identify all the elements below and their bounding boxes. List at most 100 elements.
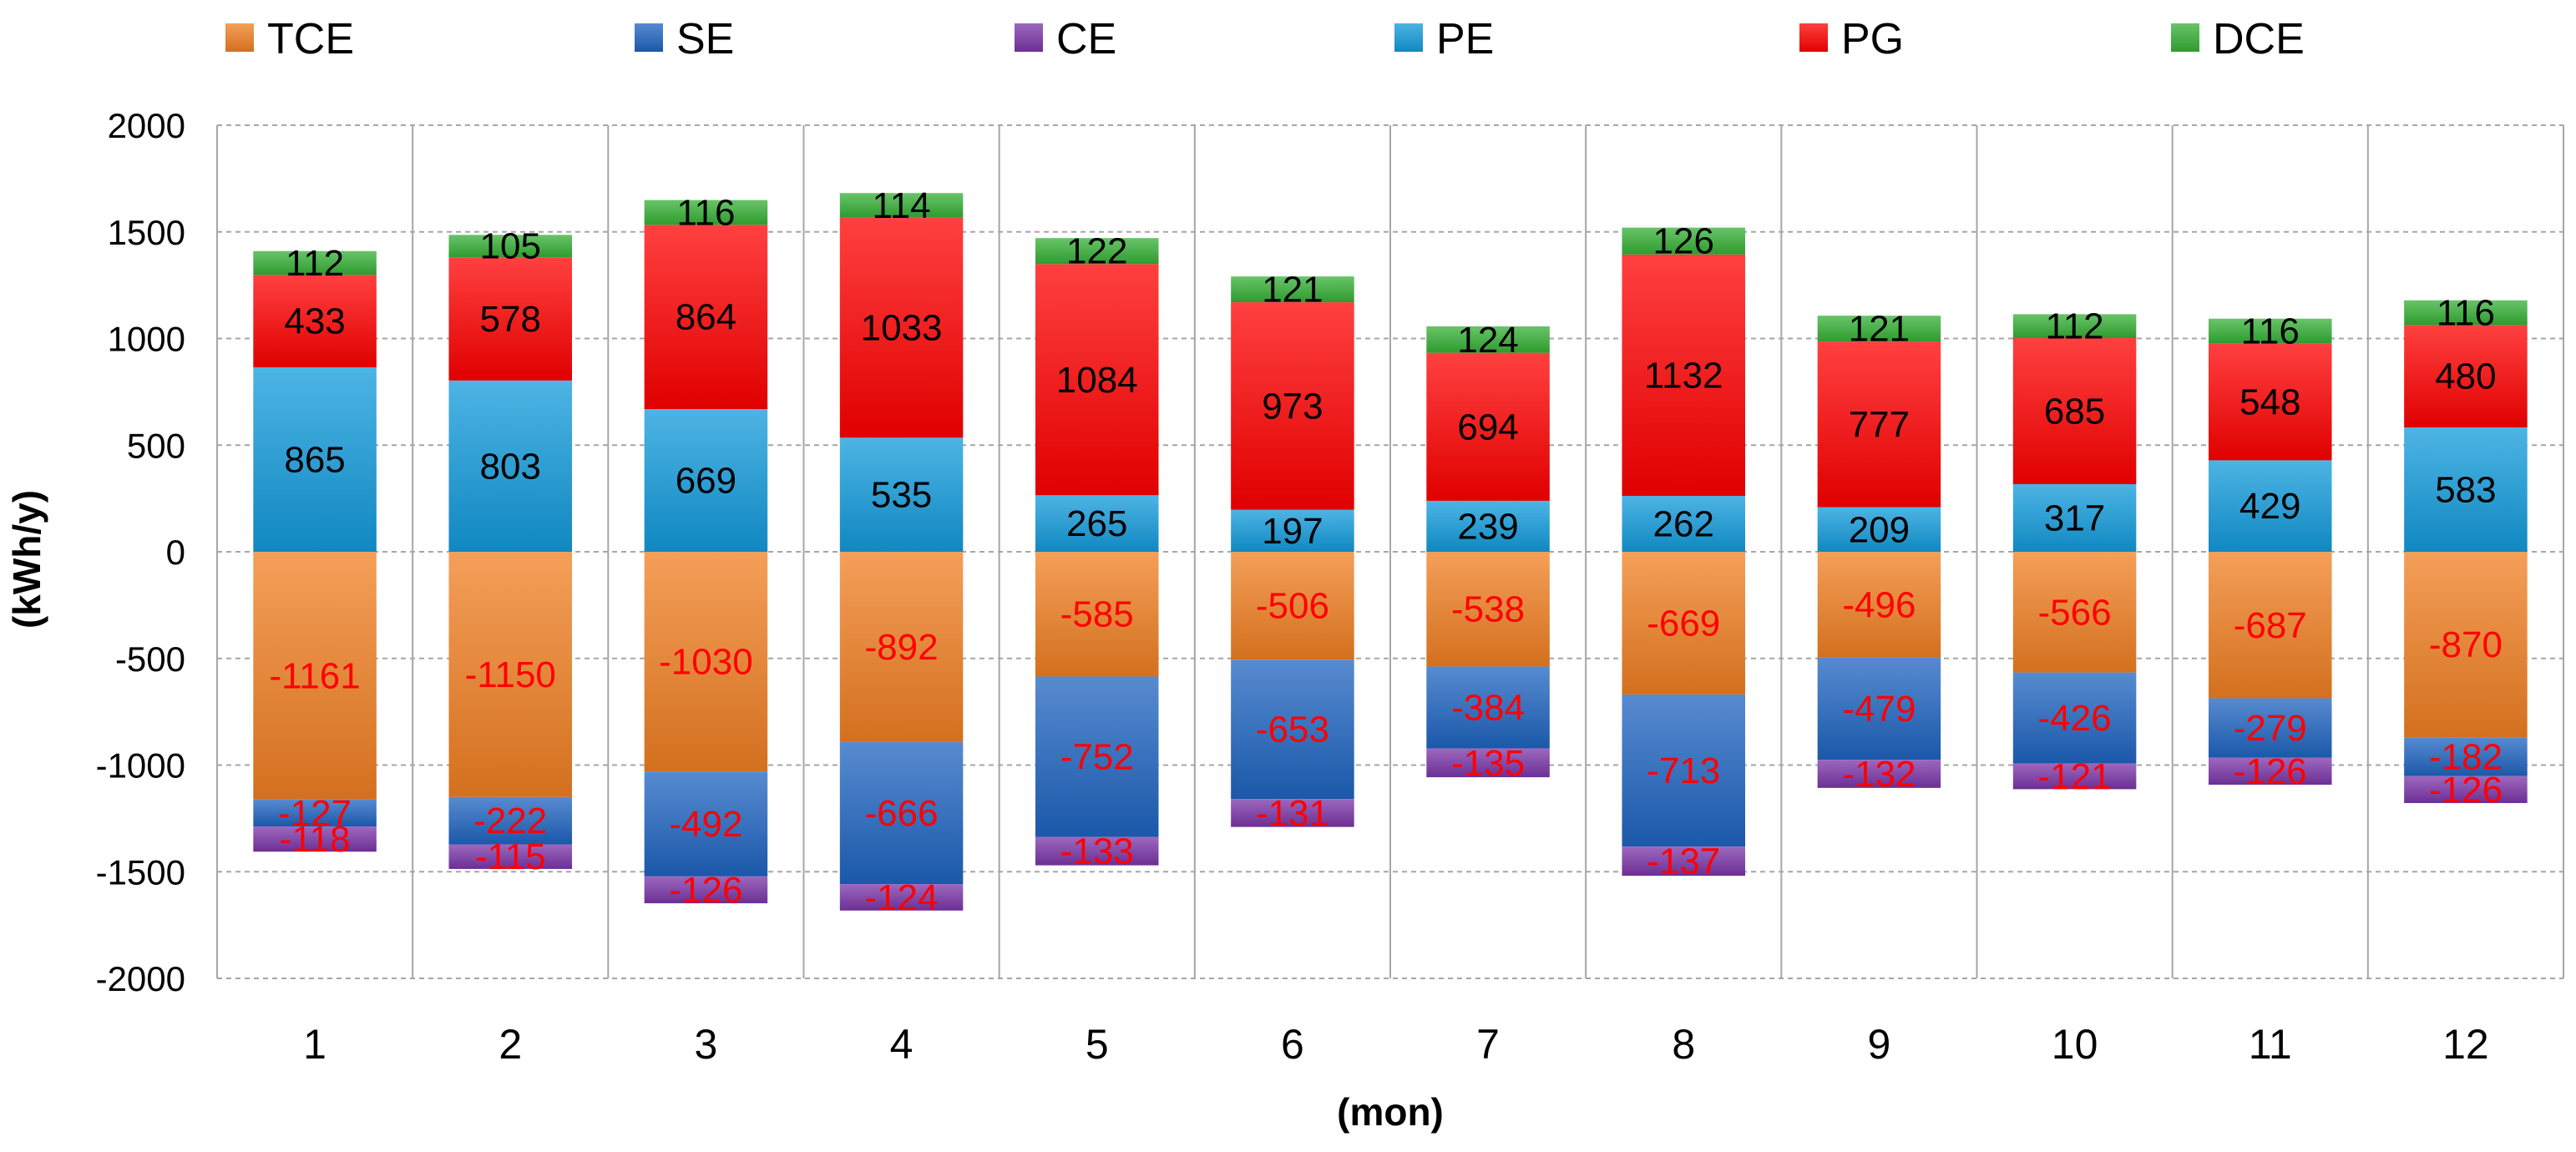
- bar-pg: [2208, 343, 2332, 461]
- bar-tce: [2208, 552, 2332, 699]
- bar-pg: [2404, 325, 2528, 428]
- data-label-tce: -870: [2429, 624, 2503, 665]
- bar-pg: [1231, 302, 1354, 510]
- bar-se: [253, 799, 377, 827]
- data-label-se: -127: [278, 793, 352, 834]
- x-tick-label: 3: [695, 1021, 718, 1068]
- x-axis: 1 2 3 4 5 6 7 8 9 10 11 12: [303, 1021, 2489, 1068]
- data-label-tce: -669: [1647, 603, 1720, 644]
- bar-pe: [1035, 495, 1159, 552]
- bar-se: [2208, 698, 2332, 758]
- data-labels: -1161 -127-118 865 433 112 -1150 -222-115 803 57…: [269, 185, 2503, 918]
- bar-ce: [839, 884, 964, 911]
- bar-tce: [253, 552, 377, 800]
- data-label-pg: 1033: [861, 307, 943, 348]
- data-label-pe: 669: [676, 461, 736, 502]
- legend-label-se: SE: [676, 15, 734, 63]
- bar-pg: [1622, 254, 1746, 497]
- bar-se: [644, 771, 768, 877]
- data-label-pg: 777: [1849, 404, 1910, 445]
- data-label-pg: 685: [2044, 391, 2105, 432]
- bar-tce: [2012, 552, 2137, 673]
- data-label-tce: -1161: [269, 655, 360, 696]
- data-label-pe: 262: [1653, 504, 1714, 545]
- bar-dce: [253, 250, 377, 275]
- data-label-ce: -118: [280, 819, 351, 860]
- x-tick-label: 7: [1476, 1021, 1500, 1068]
- bar-tce: [1622, 552, 1746, 695]
- x-tick-label: 4: [890, 1021, 913, 1068]
- x-tick-label: 10: [2052, 1021, 2098, 1068]
- legend-swatch-dce: [2171, 23, 2199, 52]
- bar-pe: [448, 380, 573, 552]
- data-label-tce: -892: [865, 627, 939, 668]
- data-label-tce: -585: [1060, 594, 1134, 635]
- data-label-tce: -1030: [659, 642, 753, 683]
- data-label-tce: -496: [1842, 584, 1916, 625]
- data-label-pe: 239: [1457, 506, 1518, 547]
- bar-pg: [644, 225, 768, 410]
- y-tick-label: 2000: [108, 106, 185, 145]
- data-label-dce: 126: [1653, 221, 1714, 262]
- data-label-tce: -506: [1256, 586, 1329, 627]
- data-label-dce: 116: [2437, 293, 2495, 334]
- data-label-pe: 197: [1262, 511, 1323, 552]
- data-label-ce: -126: [2429, 770, 2503, 811]
- x-tick-label: 6: [1281, 1021, 1304, 1068]
- data-label-ce: -121: [2038, 756, 2112, 797]
- bar-ce: [2012, 763, 2137, 790]
- y-tick-label: -2000: [96, 959, 185, 998]
- bar-ce: [253, 826, 377, 852]
- data-label-ce: -135: [1451, 743, 1525, 784]
- bar-pg: [2012, 337, 2137, 485]
- data-label-pe: 265: [1066, 503, 1127, 544]
- bar-ce: [1426, 748, 1550, 778]
- data-label-pe: 865: [284, 439, 345, 480]
- data-label-ce: -126: [2234, 751, 2307, 792]
- data-label-pg: 548: [2239, 381, 2300, 422]
- data-label-se: -384: [1451, 688, 1525, 729]
- bar-pe: [1622, 496, 1746, 552]
- y-tick-label: 500: [127, 426, 185, 465]
- bar-dce: [839, 193, 964, 218]
- legend-swatch-ce: [1015, 23, 1043, 52]
- data-label-tce: -1150: [465, 654, 556, 695]
- bar-ce: [448, 844, 573, 869]
- data-label-pg: 694: [1457, 407, 1518, 447]
- bar-group: [253, 193, 2528, 911]
- y-tick-label: -500: [115, 639, 185, 679]
- bar-pe: [1426, 500, 1550, 552]
- bar-tce: [644, 552, 768, 772]
- data-label-pe: 535: [871, 475, 932, 516]
- data-label-se: -653: [1256, 710, 1329, 750]
- data-label-dce: 116: [676, 192, 735, 233]
- y-axis: 2000 1500 1000 500 0 -500 -1000 -1500 -2000: [96, 106, 185, 998]
- bar-dce: [448, 235, 573, 258]
- bar-tce: [839, 552, 964, 742]
- bar-pg: [1426, 352, 1550, 501]
- data-label-se: -666: [865, 793, 939, 834]
- bar-tce: [1817, 552, 1941, 658]
- legend-swatch-tce: [225, 23, 254, 52]
- bar-pe: [2012, 484, 2137, 552]
- data-label-dce: 105: [480, 226, 541, 267]
- data-label-se: -492: [669, 804, 742, 845]
- legend-label-dce: DCE: [2213, 15, 2305, 63]
- data-label-ce: -115: [475, 836, 546, 877]
- data-label-pg: 864: [676, 297, 736, 338]
- bar-ce: [2404, 776, 2528, 803]
- data-label-pg: 480: [2435, 356, 2496, 397]
- x-tick-label: 8: [1672, 1021, 1695, 1068]
- legend-label-pe: PE: [1436, 15, 1494, 63]
- bar-dce: [1622, 227, 1746, 255]
- data-label-dce: 114: [873, 185, 931, 226]
- bar-pe: [1231, 509, 1354, 552]
- data-label-se: -479: [1842, 689, 1916, 730]
- x-tick-label: 2: [498, 1021, 522, 1068]
- data-label-tce: -687: [2234, 605, 2307, 646]
- data-label-pg: 973: [1262, 386, 1323, 427]
- bar-pe: [2208, 460, 2332, 552]
- bar-pe: [1817, 507, 1941, 552]
- bar-pg: [253, 275, 377, 367]
- y-tick-label: 0: [166, 533, 185, 572]
